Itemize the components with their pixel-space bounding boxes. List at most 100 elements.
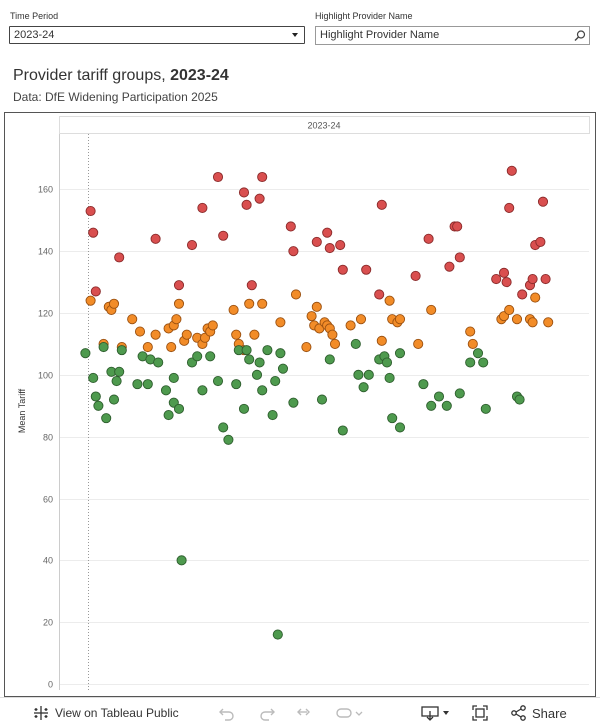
data-point[interactable] (452, 221, 463, 232)
data-point[interactable] (192, 351, 203, 362)
data-point[interactable] (254, 357, 265, 368)
data-point[interactable] (85, 295, 96, 306)
data-point[interactable] (535, 236, 546, 247)
data-point[interactable] (223, 434, 234, 445)
data-point[interactable] (173, 280, 185, 291)
data-point[interactable] (478, 357, 489, 368)
data-point[interactable] (270, 375, 281, 387)
data-point[interactable] (173, 298, 185, 309)
data-point[interactable] (163, 409, 174, 421)
data-point[interactable] (491, 273, 502, 285)
data-point[interactable] (337, 425, 348, 436)
data-point[interactable] (322, 227, 333, 238)
data-point[interactable] (98, 341, 109, 353)
data-point[interactable] (93, 400, 104, 411)
data-point[interactable] (150, 233, 161, 244)
data-point[interactable] (540, 273, 551, 285)
data-point[interactable] (374, 289, 385, 300)
data-point[interactable] (506, 165, 517, 176)
data-point[interactable] (218, 230, 229, 241)
data-point[interactable] (267, 409, 278, 421)
data-point[interactable] (353, 369, 364, 380)
data-point[interactable] (254, 193, 265, 204)
data-point[interactable] (311, 236, 322, 247)
data-point[interactable] (108, 298, 120, 309)
data-point[interactable] (480, 403, 491, 414)
data-point[interactable] (465, 357, 476, 368)
data-point[interactable] (501, 277, 512, 288)
data-point[interactable] (85, 205, 96, 217)
data-point[interactable] (241, 199, 252, 210)
data-point[interactable] (114, 252, 125, 263)
data-point[interactable] (127, 314, 138, 325)
data-point[interactable] (355, 314, 367, 325)
time-period-select[interactable]: 2023-24 (9, 26, 305, 44)
data-point[interactable] (288, 397, 299, 408)
data-point[interactable] (262, 345, 273, 356)
data-point[interactable] (327, 329, 338, 340)
data-point[interactable] (467, 338, 478, 349)
data-point[interactable] (324, 354, 335, 365)
data-point[interactable] (454, 252, 465, 263)
data-point[interactable] (290, 289, 302, 300)
data-point[interactable] (381, 357, 393, 368)
data-point[interactable] (441, 400, 452, 411)
data-point[interactable] (384, 372, 395, 383)
data-point[interactable] (361, 264, 372, 275)
data-point[interactable] (80, 348, 91, 359)
data-point[interactable] (426, 304, 437, 315)
data-point[interactable] (277, 363, 289, 374)
data-point[interactable] (472, 348, 484, 359)
data-point[interactable] (238, 403, 250, 414)
data-point[interactable] (504, 304, 515, 315)
undo-button[interactable] (218, 705, 236, 721)
data-point[interactable] (384, 295, 395, 306)
data-point[interactable] (301, 341, 312, 353)
data-point[interactable] (228, 304, 239, 315)
data-point[interactable] (249, 329, 260, 340)
data-point[interactable] (173, 403, 185, 414)
data-point[interactable] (394, 314, 406, 325)
data-point[interactable] (197, 202, 208, 213)
pause-updates-button[interactable] (335, 705, 363, 721)
data-point[interactable] (306, 311, 317, 322)
data-point[interactable] (413, 338, 424, 349)
data-point[interactable] (166, 341, 177, 353)
data-point[interactable] (218, 422, 229, 433)
data-point[interactable] (410, 270, 421, 281)
data-point[interactable] (241, 345, 252, 356)
search-icon[interactable] (573, 29, 587, 43)
data-point[interactable] (238, 187, 250, 198)
data-point[interactable] (251, 369, 263, 380)
data-point[interactable] (358, 382, 369, 393)
data-point[interactable] (272, 629, 283, 640)
data-point[interactable] (433, 391, 445, 402)
data-point[interactable] (88, 372, 99, 383)
data-point[interactable] (337, 264, 348, 275)
data-point[interactable] (246, 280, 257, 291)
highlight-provider-input[interactable]: Highlight Provider Name (315, 26, 590, 45)
data-point[interactable] (212, 375, 224, 387)
data-point[interactable] (504, 202, 515, 213)
data-point[interactable] (142, 379, 153, 390)
view-on-tableau-button[interactable]: View on Tableau Public (32, 705, 179, 721)
data-point[interactable] (132, 379, 143, 390)
data-point[interactable] (324, 243, 335, 254)
data-point[interactable] (426, 400, 437, 411)
revert-button[interactable] (297, 705, 315, 721)
data-point[interactable] (387, 413, 398, 424)
data-point[interactable] (527, 317, 538, 328)
fullscreen-button[interactable] (471, 705, 489, 721)
data-point[interactable] (160, 385, 172, 396)
data-point[interactable] (150, 329, 161, 340)
data-point[interactable] (231, 379, 242, 390)
data-point[interactable] (394, 348, 406, 359)
data-point[interactable] (134, 326, 146, 337)
data-point[interactable] (275, 317, 286, 328)
data-point[interactable] (88, 227, 99, 238)
data-point[interactable] (498, 267, 510, 278)
data-point[interactable] (394, 422, 406, 433)
data-point[interactable] (207, 320, 218, 331)
data-point[interactable] (465, 326, 476, 337)
data-point[interactable] (275, 348, 286, 359)
